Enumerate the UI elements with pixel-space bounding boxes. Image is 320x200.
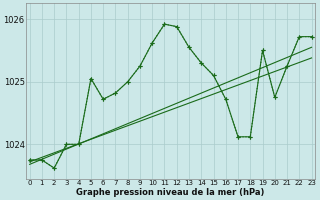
X-axis label: Graphe pression niveau de la mer (hPa): Graphe pression niveau de la mer (hPa) bbox=[76, 188, 265, 197]
